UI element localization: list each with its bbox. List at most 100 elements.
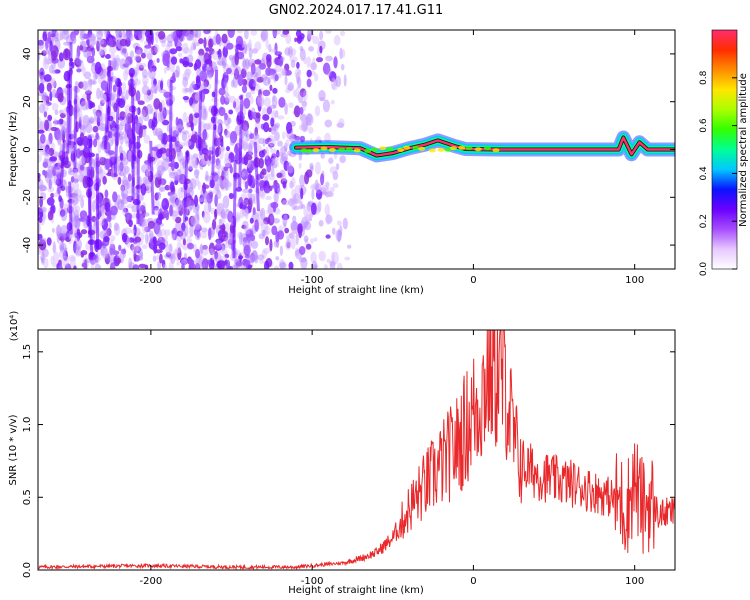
noise-blob: [269, 48, 277, 53]
noise-blob: [119, 161, 124, 172]
noise-blob: [237, 249, 241, 256]
noise-blob: [231, 264, 239, 269]
noise-blob: [234, 52, 239, 66]
noise-blob: [272, 30, 278, 38]
noise-blob: [48, 132, 53, 145]
noise-blob: [96, 40, 100, 52]
noise-blob: [251, 48, 259, 54]
noise-blob: [260, 207, 266, 221]
noise-blob: [97, 104, 101, 111]
noise-blob: [73, 215, 81, 228]
noise-blob: [72, 37, 77, 44]
noise-blob: [198, 48, 205, 57]
noise-blob: [50, 192, 55, 199]
noise-blob: [198, 38, 204, 45]
noise-blob: [343, 74, 347, 87]
snr-ylabel: SNR (10 * v/v): [8, 414, 19, 485]
noise-blob: [272, 218, 280, 224]
noise-blob: [110, 52, 116, 60]
noise-blob: [241, 168, 247, 173]
noise-blob: [86, 89, 91, 103]
noise-blob: [49, 156, 58, 162]
noise-blob: [93, 71, 98, 81]
noise-blob: [278, 258, 285, 269]
noise-blob: [164, 184, 171, 191]
x-tick-label: 0: [470, 576, 476, 587]
noise-blob: [327, 190, 335, 198]
noise-blob: [259, 259, 265, 264]
noise-blob: [311, 260, 318, 269]
noise-blob: [222, 61, 226, 67]
noise-blob: [249, 217, 254, 224]
noise-blob: [63, 30, 69, 35]
noise-blob: [165, 251, 172, 258]
noise-blob: [38, 39, 44, 46]
noise-blob: [290, 134, 297, 140]
noise-blob: [242, 236, 248, 243]
ridge-spot: [338, 147, 346, 152]
noise-blob: [194, 169, 200, 179]
noise-blob: [51, 30, 57, 35]
noise-blob: [270, 117, 275, 127]
noise-blob: [90, 35, 96, 47]
noise-blob: [59, 109, 64, 115]
noise-blob: [40, 185, 47, 192]
noise-blob: [302, 123, 308, 131]
noise-blob: [39, 237, 47, 243]
noise-blob: [185, 197, 192, 206]
noise-blob: [306, 69, 312, 78]
noise-blob: [192, 30, 197, 35]
noise-blob: [288, 46, 293, 58]
noise-blob: [282, 30, 290, 35]
noise-blob: [60, 125, 68, 134]
noise-blob: [241, 84, 248, 94]
noise-blob: [215, 183, 220, 192]
noise-blob: [111, 246, 116, 256]
snr-y-ticks: 0.0 0.5 1.0 1.5: [22, 344, 675, 578]
noise-streak: [103, 60, 112, 150]
ridge-spot: [328, 147, 336, 152]
noise-blob: [336, 262, 343, 269]
noise-blob: [100, 80, 109, 91]
noise-blob: [52, 262, 57, 268]
noise-blob: [307, 30, 313, 37]
ridge-spot: [418, 146, 426, 151]
noise-blob: [162, 107, 167, 119]
noise-blob: [56, 88, 64, 94]
noise-blob: [161, 259, 166, 269]
noise-blob: [38, 153, 42, 163]
noise-blob: [50, 126, 58, 132]
noise-blob: [98, 220, 105, 226]
noise-blob: [305, 115, 312, 126]
noise-blob: [329, 166, 338, 175]
noise-blob: [242, 44, 250, 49]
noise-blob: [123, 207, 129, 213]
noise-blob: [88, 79, 96, 86]
noise-blob: [141, 244, 148, 250]
ridge-spot: [305, 149, 313, 153]
noise-blob: [68, 160, 74, 166]
noise-blob: [110, 91, 117, 104]
noise-blob: [215, 239, 223, 248]
noise-blob: [221, 169, 227, 177]
noise-blob: [190, 121, 194, 132]
noise-blob: [184, 140, 192, 147]
noise-blob: [102, 175, 107, 185]
noise-blob: [270, 148, 277, 154]
noise-blob: [294, 248, 300, 256]
noise-blob: [191, 154, 197, 164]
noise-blob: [299, 174, 306, 187]
noise-blob: [202, 128, 207, 141]
noise-streak: [106, 76, 113, 133]
noise-blob: [258, 233, 265, 240]
noise-blob: [170, 126, 178, 135]
noise-blob: [267, 213, 275, 226]
noise-blob: [174, 178, 179, 186]
noise-blob: [303, 89, 308, 101]
noise-blob: [326, 67, 332, 78]
noise-blob: [220, 138, 224, 148]
noise-blob: [201, 113, 208, 121]
noise-blob: [269, 104, 277, 110]
noise-blob: [177, 247, 182, 260]
colorbar-tick-label: 0.2: [699, 214, 709, 228]
